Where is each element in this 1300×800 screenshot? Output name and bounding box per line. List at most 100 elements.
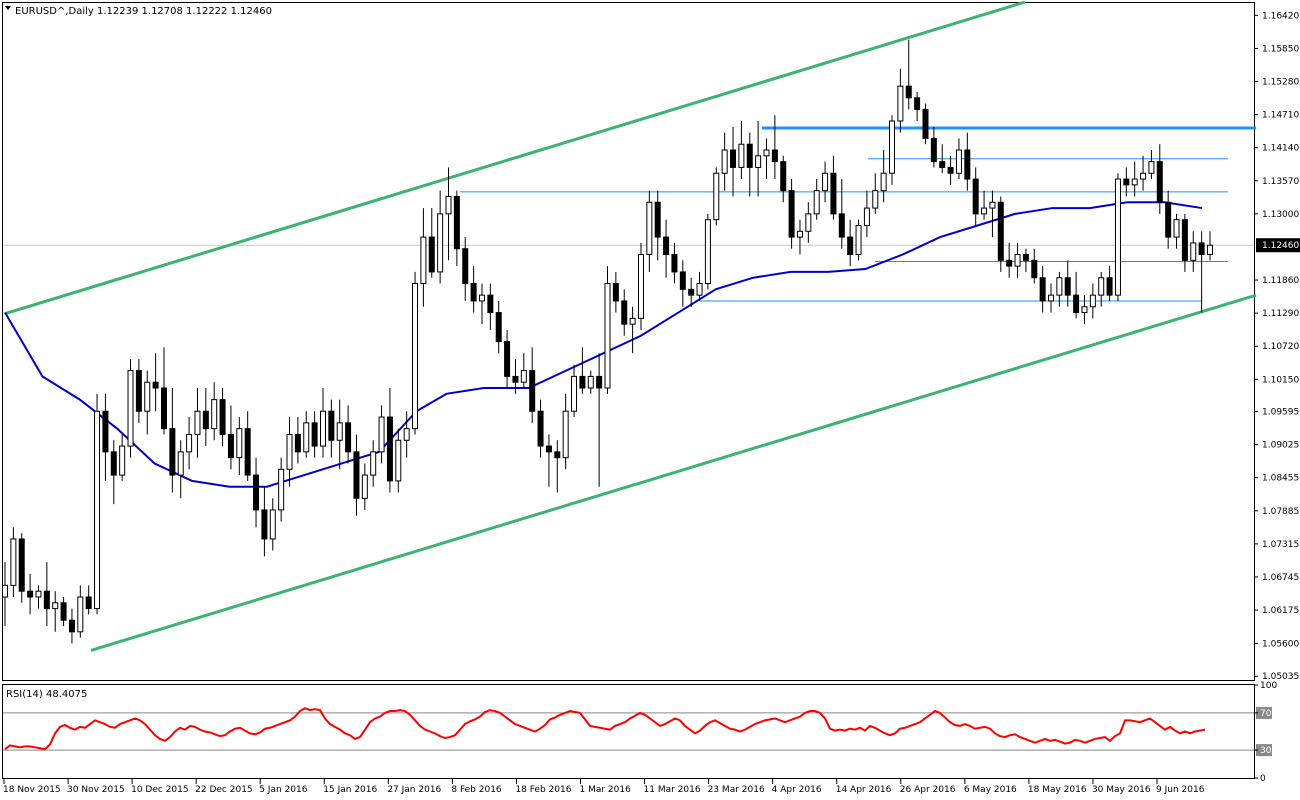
price-axis: 1.16420 1.15850 1.15280 1.14710 1.14140 1.135… [1254,11,1300,682]
candle-body-down [830,172,837,215]
candle-body-down [227,433,234,459]
candle-body-up [989,201,996,209]
candle-body-down [202,410,209,430]
candle-body-down [328,410,335,441]
candle-body-down [838,213,845,238]
candle [847,219,854,267]
candle-body-down [1165,201,1172,238]
time-tick-label: 18 May 2016 [1028,785,1087,795]
candle-body-down [311,422,318,447]
candle-body-up [1207,244,1213,256]
price-tick-label: 1.14140 [1262,144,1299,154]
candle [311,411,318,458]
candle [554,440,561,493]
trend-channel [4,0,1257,652]
candle [370,440,377,487]
candle [922,103,929,145]
time-tick-label: 22 Dec 2015 [195,785,253,795]
candle-body-up [10,538,17,586]
candle [704,213,711,290]
candle [412,271,419,435]
candle-body-up [412,283,419,430]
price-tick-label: 1.15280 [1262,78,1299,88]
candle-body-down [746,143,753,168]
price-chart-title: EURUSD^,Daily 1.12239 1.12708 1.12222 1.… [15,6,272,17]
price-tick-label: 1.16420 [1262,11,1299,21]
candle [244,411,251,481]
candle-body-down [537,410,544,447]
candle [361,463,368,510]
candle-body-down [1006,259,1013,267]
candle-body-down [110,451,117,476]
candle-body-down [453,195,460,250]
candle [437,190,444,284]
price-tick-label: 1.05035 [1262,672,1299,682]
chart-menu-icon[interactable] [5,6,11,10]
candle-body-down [294,433,301,453]
candle-body-down [1073,294,1080,314]
candle-body-up [395,439,402,482]
candle [328,399,335,458]
candle-body-down [554,451,561,459]
candle-body-down [1198,242,1205,256]
candle [144,370,151,435]
candle [914,91,921,121]
time-tick-label: 18 Nov 2015 [3,785,61,795]
candle [1014,242,1021,278]
candle-body-up [77,596,84,633]
candle-body-down [1123,178,1130,186]
candle-body-up [571,375,578,412]
candle [981,190,988,220]
candle [470,266,477,313]
candle-body-down [663,236,670,256]
candle [696,271,703,301]
candle-body-down [135,370,142,412]
candle-body-down [905,85,912,99]
candle-body-up [127,370,134,447]
rsi-level-tag [1256,744,1272,757]
candle-body-down [487,294,494,314]
channel-upper-line [4,0,1026,316]
candle [897,68,904,133]
candle [294,417,301,464]
candle [646,190,653,272]
time-tick-label: 23 Mar 2016 [708,785,765,795]
candle [52,591,59,632]
candle-body-up [738,143,745,168]
candle [202,388,209,447]
candle-body-up [35,590,42,598]
candle [94,393,101,615]
candle [1106,266,1113,301]
candle [637,242,644,330]
candle-body-down [152,381,159,389]
candle [1181,213,1188,272]
candle [512,358,519,394]
candle-body-down [914,97,921,110]
candle-body-down [353,451,360,499]
candle [102,393,109,481]
candle [219,388,226,447]
candle-body-up [646,201,653,256]
candle-body-up [1173,219,1180,238]
candle [537,399,544,458]
candle [763,138,770,180]
candle [755,120,762,197]
candle-body-up [822,172,829,192]
candle-body-down [679,271,686,290]
candle-body-down [654,201,661,238]
candle-body-down [947,166,954,174]
candle-body-up [336,422,343,441]
candle-body-down [169,428,176,476]
candle [1039,266,1046,313]
candle [127,358,134,458]
candle [428,208,435,278]
candle-body-down [1064,277,1071,296]
candle [160,347,167,435]
candle-body-up [855,224,862,256]
rsi-line [4,707,1206,751]
candle-body-up [1140,172,1147,180]
horizontal-levels [460,126,1256,302]
candle-body-up [805,213,812,232]
candle [838,179,845,249]
